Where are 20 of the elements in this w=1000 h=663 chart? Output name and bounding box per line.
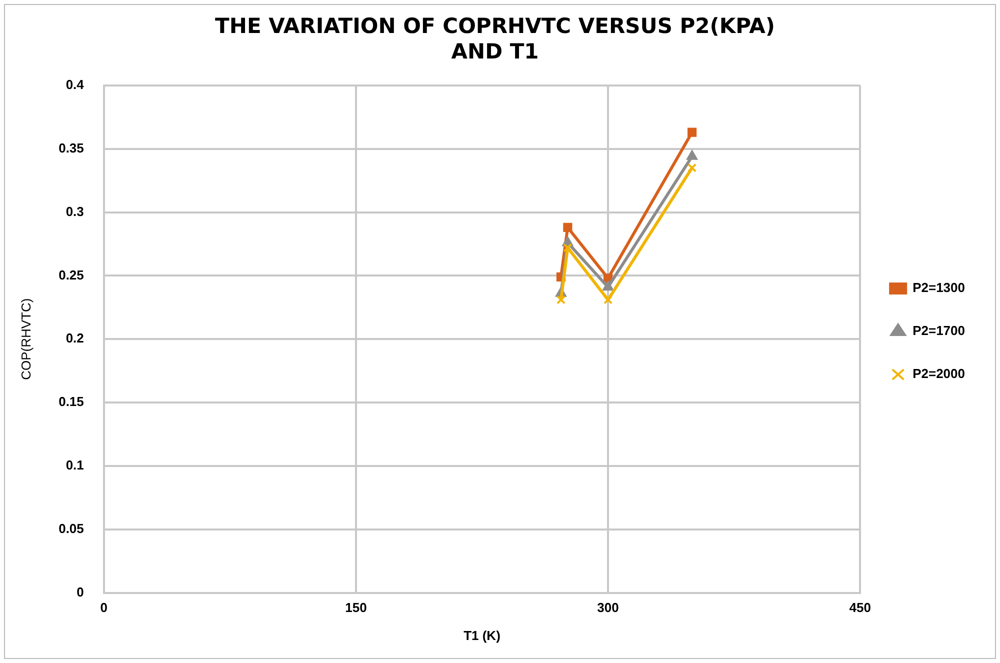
x-tick-label: 150 [345,600,367,616]
legend-label: P2=1700 [912,323,966,338]
legend-label: P2=1300 [912,280,966,296]
text: THE VARIATION OF COPRHVTC VERSUS P2(KPA) [215,14,775,38]
y-tick-label: 0.2 [66,330,84,346]
y-tick-label: 0 [76,584,84,600]
y-tick-label: 0.3 [66,204,84,219]
x-tick-label: 300 [597,600,619,616]
y-tick-label: 0.25 [58,267,84,282]
x-tick-label: 450 [849,600,871,616]
y-axis-title: COP(RHVTC) [18,298,34,380]
x-tick-label: 0 [100,600,108,616]
x-axis-title: T1 (K) [464,628,500,643]
text: AND T1 [451,39,539,64]
y-tick-label: 0.4 [66,76,85,92]
y-tick-label: 0.15 [58,394,84,410]
y-tick-label: 0.35 [58,140,84,156]
y-tick-label: 0.1 [66,458,84,473]
legend-label: P2=2000 [912,366,966,382]
y-tick-label: 0.05 [58,520,84,536]
